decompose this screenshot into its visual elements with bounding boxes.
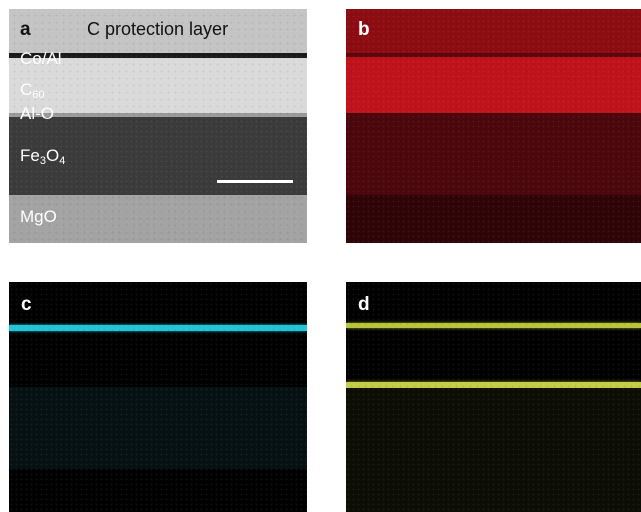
map-d-upper-line: [346, 323, 641, 328]
c-protection-layer-band: [9, 9, 307, 54]
texture: [346, 282, 641, 512]
panel-a-letter: a: [20, 19, 31, 40]
panel-d-letter: d: [358, 294, 370, 315]
map-b-mid-band: [346, 113, 641, 195]
mgo-band: [9, 195, 307, 243]
panel-a-title: C protection layer: [87, 19, 229, 39]
panel-a-tem-image: a C protection layer Co/Al C60 Al-O Fe3O…: [9, 9, 307, 243]
panel-d-element-map: d: [346, 282, 641, 512]
map-c-bright-line: [9, 325, 307, 331]
panel-c-letter: c: [21, 294, 32, 315]
scale-bar: [217, 180, 293, 183]
texture: [346, 9, 641, 243]
map-d-faint-band: [346, 388, 641, 512]
layer-label-c60: C60: [20, 80, 45, 101]
layer-label-al-o: Al-O: [20, 104, 54, 123]
c60-band: [9, 58, 307, 116]
map-b-thin-line: [346, 53, 641, 57]
panel-b-element-map: b: [346, 9, 641, 243]
map-b-bright-band: [346, 57, 641, 113]
panel-c-element-map: c: [9, 282, 307, 512]
al-o-band: [9, 113, 307, 117]
layer-label-co-al: Co/Al: [20, 49, 62, 68]
map-c-faint-band: [9, 387, 307, 469]
texture: [9, 9, 307, 243]
texture: [9, 282, 307, 512]
map-b-top-band: [346, 9, 641, 54]
map-b-bottom-band: [346, 195, 641, 243]
layer-label-mgo: MgO: [20, 207, 57, 226]
layer-label-fe3o4: Fe3O4: [20, 146, 66, 167]
map-d-lower-line: [346, 382, 641, 388]
panel-b-letter: b: [358, 19, 370, 40]
co-al-band: [9, 53, 307, 58]
